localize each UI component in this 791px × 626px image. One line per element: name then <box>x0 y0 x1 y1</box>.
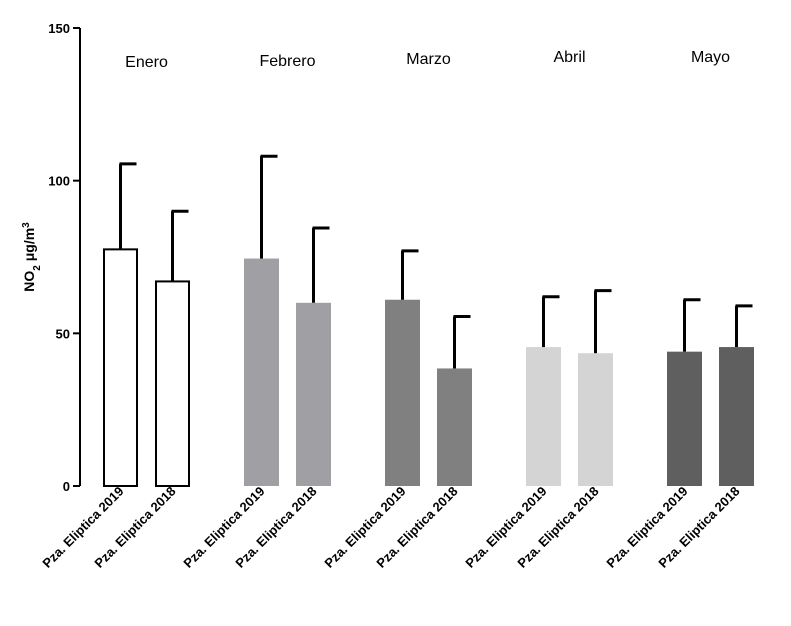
bars-layer <box>103 154 754 487</box>
y-tick-label: 0 <box>63 479 70 494</box>
group-label: Enero <box>125 54 168 71</box>
y-axis-label-sub: 2 <box>32 265 43 271</box>
y-tick-label: 100 <box>48 174 70 189</box>
y-axis: 0 50 100 150 <box>48 21 81 494</box>
bar <box>667 351 702 486</box>
bar <box>244 258 279 486</box>
bar <box>437 368 472 486</box>
group-label: Mayo <box>691 49 730 66</box>
bar <box>103 248 138 487</box>
bar <box>719 347 754 486</box>
group-label: Abril <box>553 49 585 66</box>
bar <box>155 280 190 487</box>
y-axis-label-mid: μg/m <box>21 228 37 265</box>
y-axis-label-pre: NO <box>21 271 37 292</box>
y-tick-label: 150 <box>48 21 70 36</box>
y-axis-label-sup: 3 <box>21 222 32 228</box>
group-labels: Enero Febrero Marzo Abril Mayo <box>125 49 730 71</box>
bar <box>578 353 613 486</box>
bar <box>385 299 420 486</box>
y-axis-label: NO2 μg/m3 <box>21 222 43 292</box>
y-tick-label: 50 <box>56 326 70 341</box>
bar <box>296 302 331 486</box>
group-label: Febrero <box>259 53 315 70</box>
group-label: Marzo <box>406 51 451 68</box>
bar <box>526 347 561 486</box>
